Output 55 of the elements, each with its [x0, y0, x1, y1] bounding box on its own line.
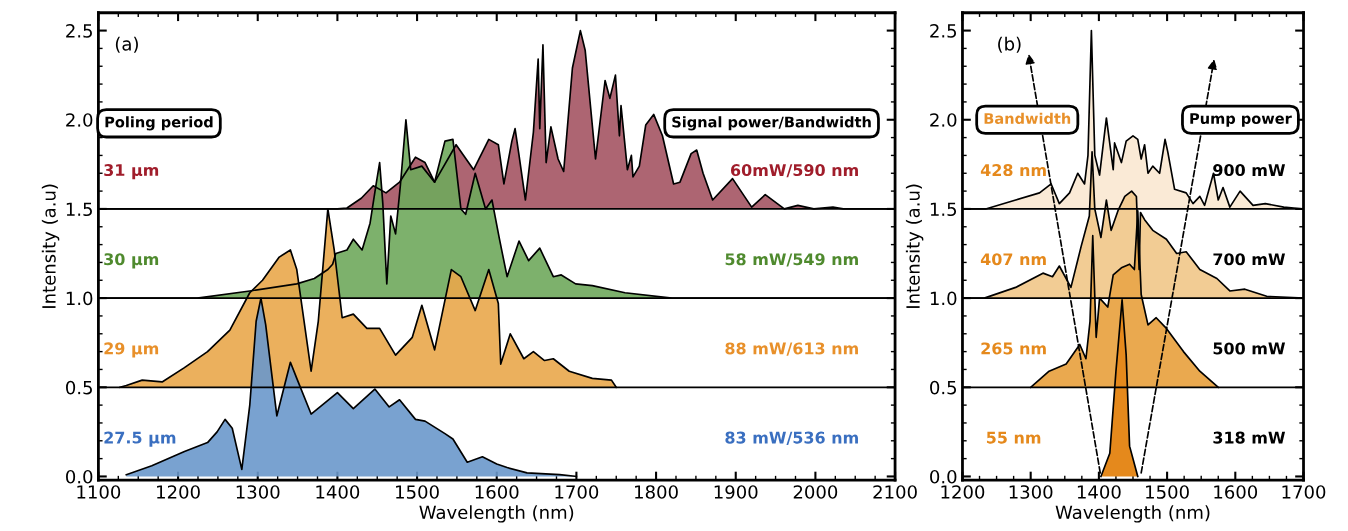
annotation: Bandwidth — [984, 112, 1071, 124]
x-tick-label: 2100 — [873, 485, 917, 499]
annotation: 428 nm — [980, 164, 1046, 177]
y-tick-label: 2.0 — [930, 113, 957, 127]
x-tick-label: 1200 — [941, 485, 985, 499]
annotation: 58 mW/549 nm — [725, 253, 858, 267]
annotation: (b) — [998, 36, 1021, 53]
x-tick-label: 1800 — [635, 485, 678, 499]
x-tick-label: 1700 — [555, 485, 599, 499]
annotation: 900 mW — [1213, 164, 1286, 177]
series-label: 29 µm — [104, 342, 159, 358]
y-tick-label: 0.0 — [66, 469, 93, 484]
x-tick-label: 1400 — [1077, 485, 1121, 499]
x-tick-label: 1900 — [714, 485, 758, 499]
x-tick-label: 1300 — [1009, 485, 1053, 499]
annotation: 83 mW/536 nm — [725, 431, 858, 445]
annotation: 60mW/590 nm — [730, 164, 858, 178]
annotation: 500 mW — [1213, 342, 1286, 355]
series-label: 27.5 µm — [104, 431, 176, 447]
y-tick-label: 0.5 — [930, 380, 957, 395]
annotation: 318 mW — [1213, 431, 1286, 444]
y-tick-label: 1.5 — [66, 202, 92, 217]
annotation: (a) — [115, 36, 138, 53]
y-tick-label: 0.5 — [66, 380, 92, 395]
x-tick-label: 1200 — [157, 485, 200, 499]
x-tick-label: 1100 — [77, 485, 121, 499]
annotation: 88 mW/613 nm — [725, 342, 858, 356]
x-tick-label: 1500 — [396, 485, 439, 499]
y-tick-label: 1.0 — [66, 291, 93, 306]
y-tick-label: 1.5 — [930, 202, 957, 217]
annotation: 265 nm — [981, 342, 1046, 355]
series-label: 31 µm — [104, 164, 159, 180]
x-tick-label: 1400 — [316, 485, 360, 499]
y-tick-label: 1.0 — [930, 291, 957, 306]
x-tick-label: 1300 — [236, 485, 280, 499]
y-axis-title: Intensity (a.u) — [905, 184, 924, 308]
x-axis-title: Wavelength (nm) — [419, 505, 574, 523]
x-tick-label: 1700 — [1282, 485, 1326, 499]
annotation: 55 nm — [986, 431, 1041, 444]
y-axis-title: Intensity (a.u) — [41, 184, 60, 308]
annotation: 700 mW — [1213, 253, 1286, 266]
annotation: Signal power/Bandwidth — [672, 116, 871, 131]
x-tick-label: 1600 — [1214, 485, 1258, 499]
y-tick-label: 2.5 — [930, 24, 957, 38]
annotation: Poling period — [105, 116, 213, 131]
y-tick-label: 2.5 — [66, 24, 92, 38]
x-tick-label: 2000 — [793, 485, 838, 499]
x-axis-title: Wavelength (nm) — [1055, 505, 1210, 523]
series-label: 30 µm — [104, 253, 159, 269]
annotation: Pump power — [1190, 113, 1292, 127]
x-tick-label: 1500 — [1146, 485, 1189, 499]
y-tick-label: 2.0 — [66, 113, 93, 127]
annotation: 407 nm — [980, 253, 1046, 266]
x-tick-label: 1600 — [475, 485, 519, 499]
y-tick-label: 0.0 — [930, 469, 957, 484]
